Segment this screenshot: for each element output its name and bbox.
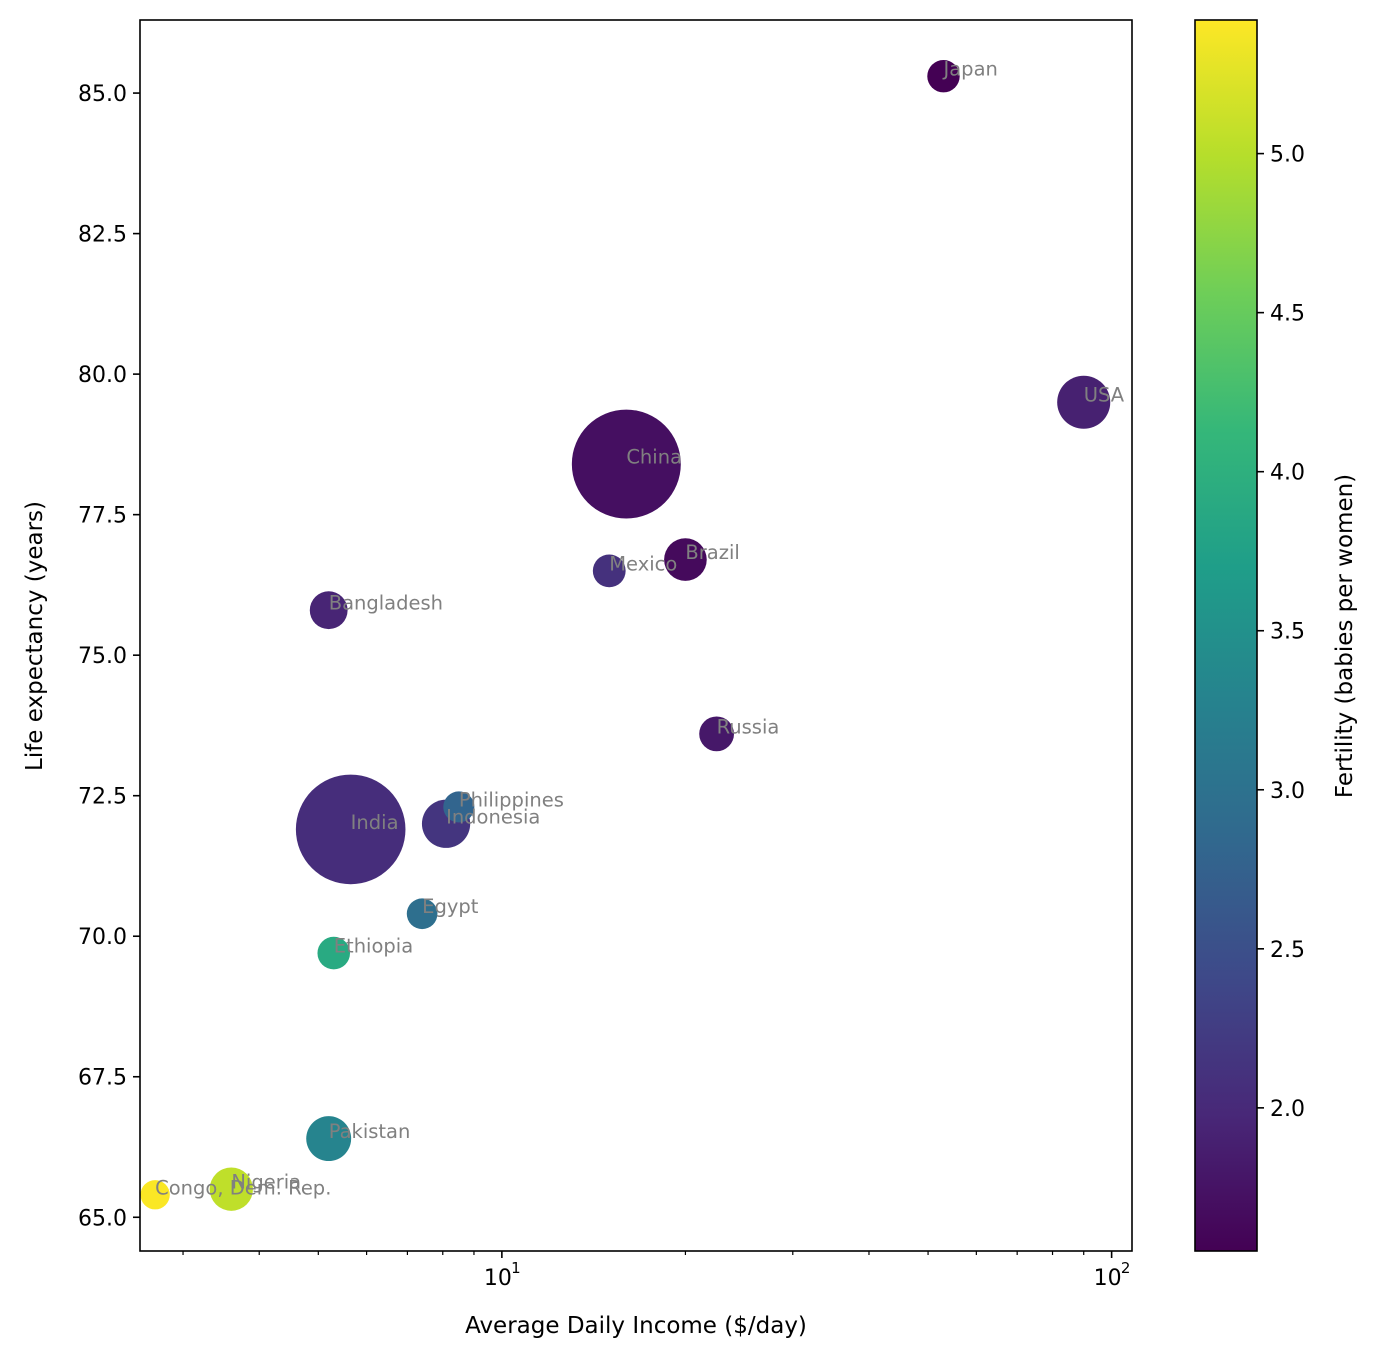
point-label-egypt: Egypt [422,895,479,918]
point-pakistan [306,1116,352,1162]
point-label-japan: Japan [941,58,997,81]
plot-frame [139,19,1133,1252]
x-tick-exponent: 2 [1121,1259,1131,1277]
colorbar-ticks: 2.0 2.5 3.0 3.5 4.0 4.5 5.0 [1257,143,1305,1122]
point-japan [927,59,960,93]
point-labels-layer: Japan USA China Brazil Mexico Bangladesh Russi… [155,58,1125,1200]
y-tick-label: 65.0 [78,1206,127,1231]
y-axis-title: Life expectancy (years) [22,501,48,771]
y-tick-label: 77.5 [78,504,127,529]
point-mexico [592,554,626,588]
point-label-usa: USA [1084,384,1125,407]
colorbar-tick-label: 4.5 [1270,302,1305,327]
x-tick-label: 10 [484,1266,512,1291]
point-label-brazil: Brazil [685,541,739,564]
x-axis-title: Average Daily Income ($/day) [465,1313,807,1339]
point-philippines [443,791,475,823]
y-tick-label: 75.0 [78,644,127,669]
colorbar-tick-label: 3.5 [1270,620,1305,645]
colorbar-tick-label: 2.5 [1270,938,1305,963]
point-russia [699,716,735,752]
point-label-indonesia: Indonesia [446,805,540,828]
x-tick-exponent: 1 [511,1259,521,1277]
point-congo-dem-rep [140,1180,170,1210]
point-label-russia: Russia [717,715,780,738]
colorbar-tick-label: 3.0 [1270,779,1305,804]
point-label-congo-dem-rep: Congo, Dem. Rep. [155,1176,331,1199]
point-label-nigeria: Nigeria [231,1171,301,1194]
x-tick-label: 10 [1094,1266,1122,1291]
x-axis: 10 1 10 2 [182,1251,1131,1291]
colorbar [1195,20,1257,1251]
point-china [571,409,681,519]
colorbar-frame [1194,19,1258,1252]
point-label-pakistan: Pakistan [329,1120,411,1143]
point-nigeria [209,1167,253,1211]
y-tick-label: 67.5 [78,1066,127,1091]
y-tick-label: 85.0 [78,82,127,107]
point-label-mexico: Mexico [609,552,677,575]
point-brazil [664,538,707,581]
y-tick-label: 72.5 [78,785,127,810]
colorbar-tick-label: 2.0 [1270,1097,1305,1122]
point-india [295,774,406,885]
point-label-china: China [626,446,682,469]
colorbar-tick-label: 4.0 [1270,461,1305,486]
point-ethiopia [317,936,351,970]
point-egypt [406,898,438,930]
colorbar-title: Fertility (babies per women) [1332,474,1358,798]
y-tick-label: 70.0 [78,925,127,950]
point-label-philippines: Philippines [459,788,564,811]
y-axis: 65.0 67.5 70.0 72.5 75.0 77.5 80.0 82.5 85.0 [78,82,140,1231]
point-label-bangladesh: Bangladesh [329,592,443,615]
point-usa [1057,375,1111,429]
point-label-ethiopia: Ethiopia [334,935,413,958]
point-label-india: India [351,811,399,834]
y-tick-label: 82.5 [78,223,127,248]
point-bangladesh [309,591,348,630]
colorbar-tick-label: 5.0 [1270,143,1305,168]
y-tick-label: 80.0 [78,363,127,388]
points-layer [140,59,1111,1211]
